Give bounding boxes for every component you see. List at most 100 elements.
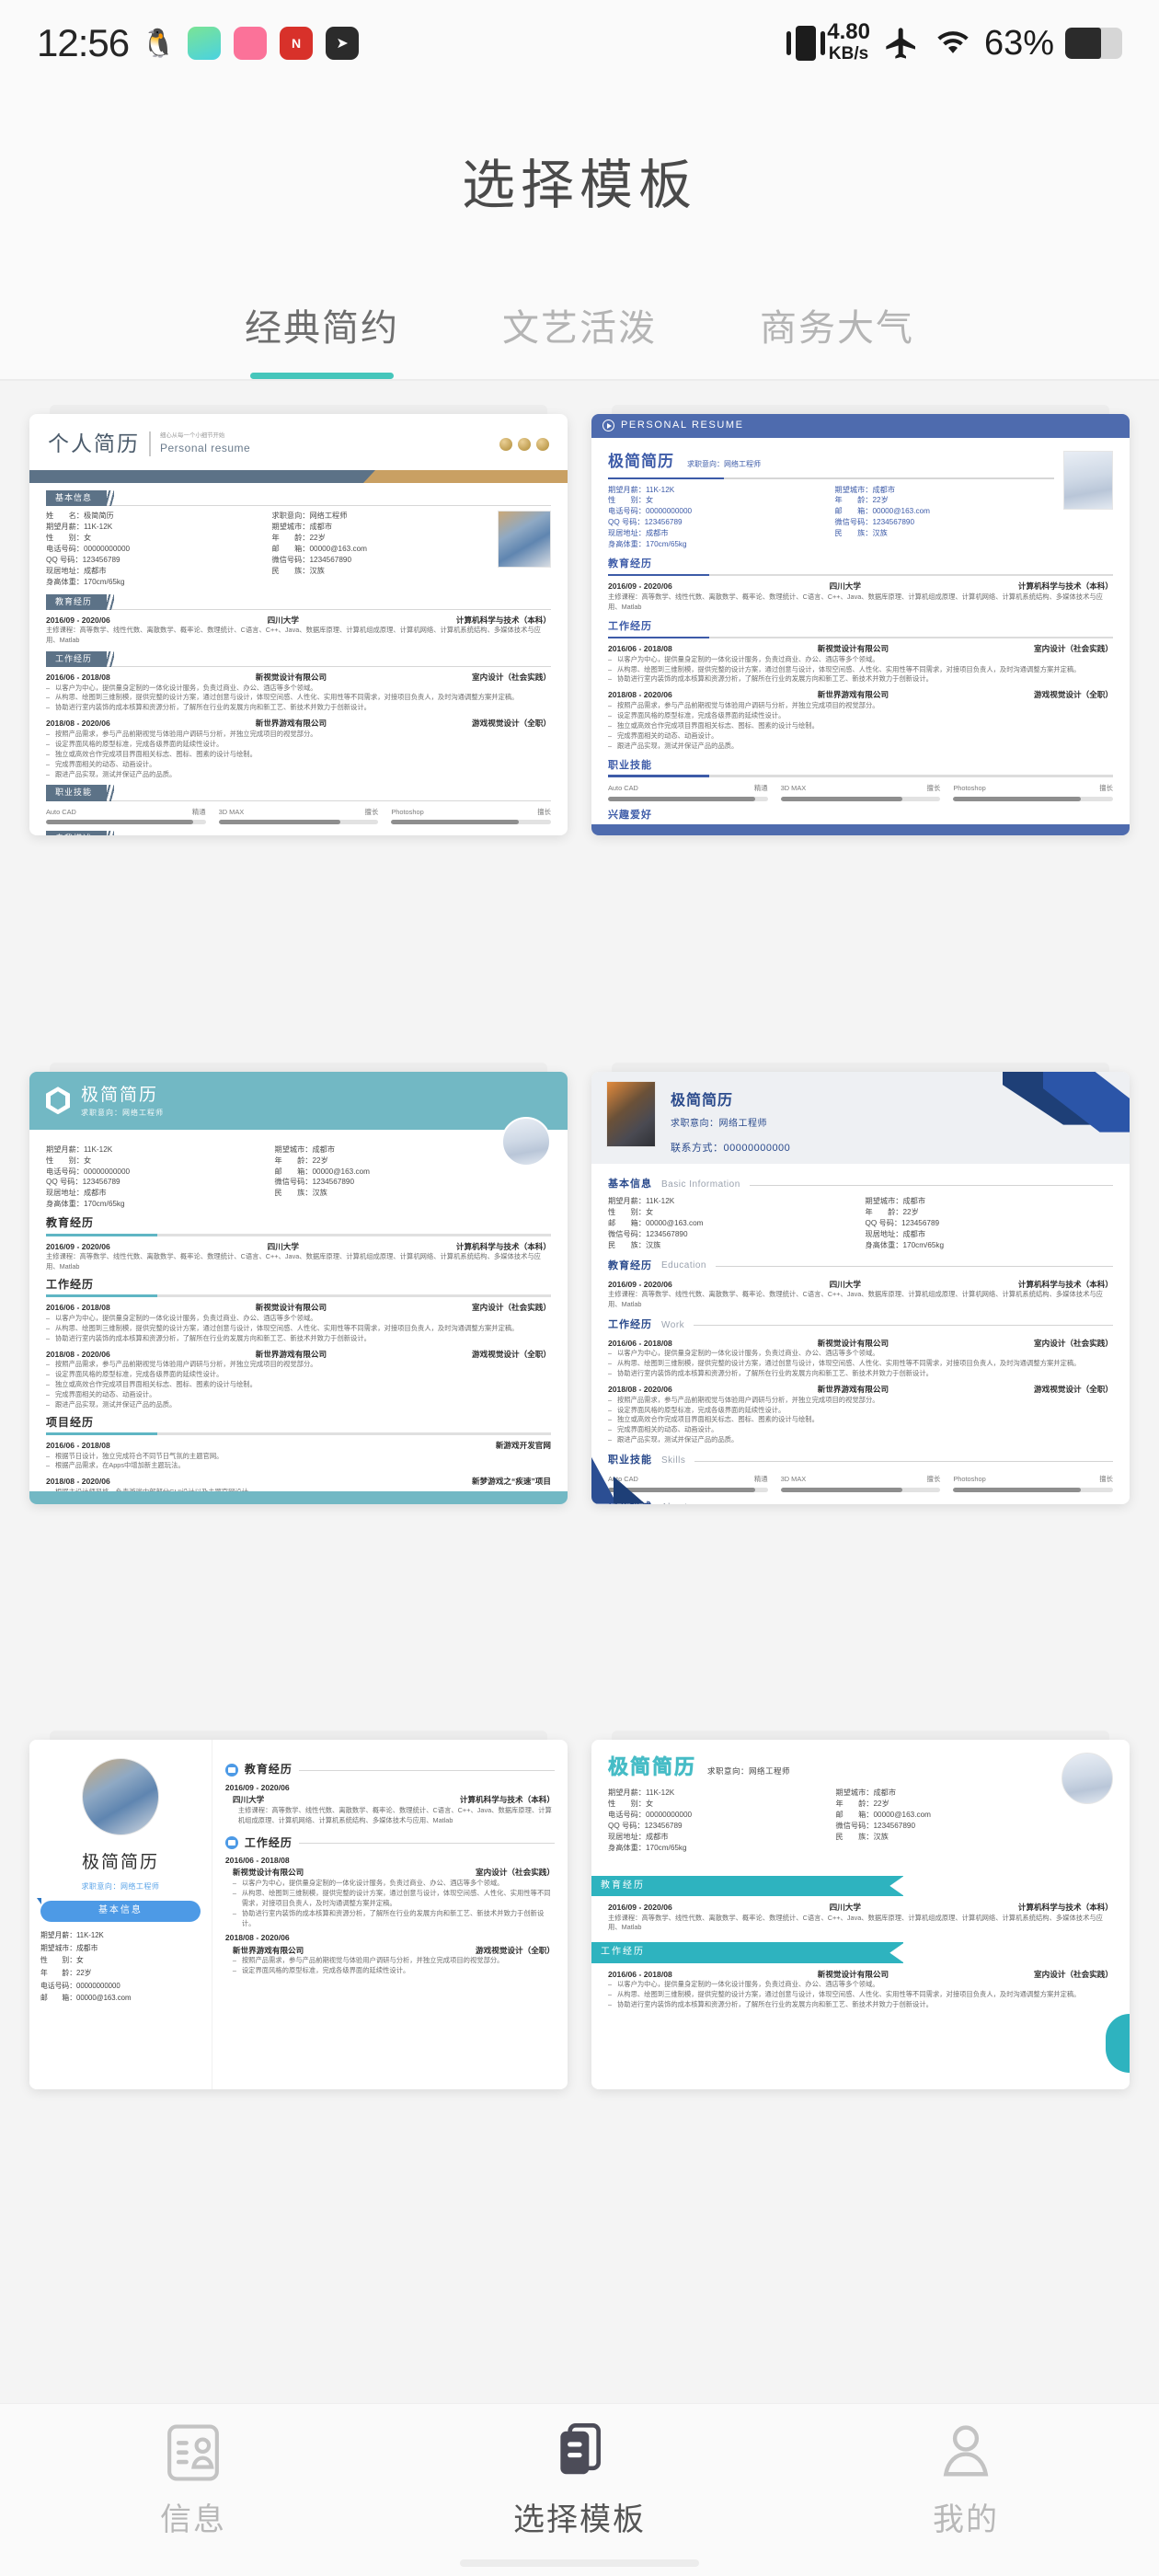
field-value-email: 00000@163.com — [873, 1811, 931, 1819]
education-school: 四川大学 — [267, 1241, 299, 1251]
work-row-1: 2016/06 - 2018/08 新视觉设计有限公司 室内设计（社会实践） — [46, 672, 551, 683]
avatar — [1063, 450, 1113, 510]
bilibili-icon — [234, 27, 268, 60]
t3-objective-value: 网络工程师 — [122, 1109, 164, 1118]
work-role-1: 室内设计（社会实践） — [472, 1303, 551, 1313]
work-bullet: 独立或高效合作完成项目界面相关标志、图标、图素的设计与绘制。 — [46, 750, 551, 760]
nav-label-info: 信息 — [160, 2502, 226, 2537]
field-value-nation: 汉族 — [872, 529, 888, 538]
work-date-2: 2018/08 - 2020/06 — [608, 1385, 672, 1395]
work-date-1: 2016/06 - 2018/08 — [608, 1338, 672, 1348]
template-card-teal-top[interactable]: 极简简历 求职意向：网络工程师 期望月薪：11K-12K 性 别：女 电话号码：… — [29, 1062, 568, 1711]
field-value-address: 成都市 — [83, 566, 107, 575]
skill-name: 3D MAX — [218, 807, 245, 816]
skill-level: 擅长 — [926, 1475, 941, 1484]
work-company-2: 新世界游戏有限公司 — [232, 1945, 304, 1955]
work-bullet: 完成界面相关的动态、动画设计。 — [46, 1390, 551, 1400]
work-row-2: 新世界游戏有限公司 游戏视觉设计（全职） — [225, 1945, 555, 1956]
field-value-gender: 女 — [83, 1156, 92, 1165]
templates-icon — [560, 2422, 601, 2475]
work-bullet: 独立或高效合作完成项目界面相关标志、图标、图素的设计与绘制。 — [608, 721, 1113, 731]
template-card-blue-sidebar[interactable]: 极简简历 求职意向：网络工程师 基本信息 期望月薪：11K-12K 期望城市：成… — [29, 1731, 568, 2296]
field-value-salary: 11K-12K — [645, 1197, 675, 1206]
field-label-gender: 性 别 — [608, 1800, 638, 1809]
field-value-gender: 女 — [645, 1208, 654, 1217]
field-label-body: 身高体重 — [608, 1843, 638, 1852]
education-date: 2016/09 - 2020/06 — [46, 615, 110, 625]
work-bullet: 从构思、绘图到三维制模，提供完整的设计方案，通过创意与设计，体现空间感、人性化、… — [608, 665, 1113, 675]
section-title-work: 工作经历 — [608, 1318, 652, 1330]
skill-name: Auto CAD — [46, 807, 76, 816]
field-label-wechat: 微信号码 — [835, 1821, 866, 1830]
network-speed-value: 4.80 — [827, 19, 870, 44]
t1-title: 个人简历 — [48, 431, 140, 455]
field-value-salary: 11K-12K — [645, 485, 675, 494]
t1-ribbon — [29, 470, 568, 484]
section-title-education-en: Education — [661, 1260, 706, 1271]
battery-percent: 63% — [983, 23, 1054, 63]
t3-section-project: 项目经历 — [46, 1415, 551, 1436]
t6-education: 2016/09 - 2020/06 四川大学 计算机科学与技术（本科） 主修课程… — [591, 1896, 1130, 1933]
t5-objective-value: 网络工程师 — [120, 1881, 160, 1891]
t1-section-about: 自我描述 — [46, 831, 115, 835]
status-clock: 12:56 — [37, 21, 130, 64]
mail-badge-icon — [518, 437, 531, 451]
info-card-icon — [167, 2424, 219, 2481]
work-company-2: 新世界游戏有限公司 — [255, 1349, 327, 1359]
project-name-1: 新游戏开发官网 — [495, 1441, 551, 1451]
section-title-hobby: 兴趣爱好 — [608, 809, 652, 821]
work-bullet: 跟进产品实现，测试并保证产品的品质。 — [608, 1435, 1113, 1445]
nav-item-templates[interactable]: 选择模板 — [488, 2421, 671, 2539]
field-label-phone: 电话号码 — [46, 545, 76, 554]
field-value-phone: 00000000000 — [75, 1981, 120, 1990]
skill-bar — [780, 796, 941, 801]
skill-level: 精通 — [753, 783, 768, 792]
education-major: 计算机科学与技术（本科） — [455, 1241, 551, 1251]
field-label-nation: 民 族 — [835, 1832, 866, 1841]
template-card-teal-ribbon[interactable]: 极简简历 求职意向：网络工程师 期望月薪：11K-12K 性 别：女 电话号码：… — [591, 1731, 1130, 2296]
nav-item-info[interactable]: 信息 — [101, 2421, 285, 2539]
field-value-phone: 00000000000 — [83, 545, 131, 554]
arc-decoration — [1106, 2014, 1130, 2074]
work-company-2: 新世界游戏有限公司 — [255, 719, 327, 729]
work-bullet: 协助进行室内装饰的成本核算和资源分析，了解所在行业的发展方向和新工艺、新技术并致… — [608, 1369, 1113, 1379]
tab-business[interactable]: 商务大气 — [760, 308, 914, 349]
t4-header: 极简简历 求职意向：网络工程师 联系方式：00000000000 — [591, 1071, 1130, 1165]
field-label-qq: QQ 号码 — [608, 518, 637, 527]
t6-brand: 极简简历 — [608, 1755, 697, 1779]
tab-classic[interactable]: 经典简约 — [245, 298, 399, 379]
nav-item-profile[interactable]: 我的 — [874, 2421, 1058, 2539]
education-major: 计算机科学与技术（本科） — [1017, 1903, 1113, 1913]
field-label-email: 邮 箱 — [834, 507, 866, 516]
section-title-about-en: About me — [661, 1501, 705, 1504]
t4-section-work: 工作经历 Work — [608, 1318, 1113, 1333]
education-row: 四川大学 计算机科学与技术（本科） — [225, 1794, 555, 1805]
skill-bar — [953, 1487, 1114, 1492]
field-label-wechat: 微信号码 — [271, 555, 303, 564]
work-row-2: 2018/08 - 2020/06 新世界游戏有限公司 游戏视觉设计（全职） — [46, 1349, 551, 1360]
field-label-city: 期望城市 — [865, 1197, 896, 1206]
field-label-salary: 期望月薪 — [608, 1197, 638, 1206]
t1-basic-col-1: 姓 名：极简简历 期望月薪：11K-12K 性 别：女 电话号码：0000000… — [46, 512, 131, 586]
t1-header: 个人简历 细心从每一个小细节开始 Personal resume — [29, 414, 568, 466]
t5-brand: 极简简历 — [81, 1853, 159, 1873]
work-row-1: 2016/06 - 2018/08 新视觉设计有限公司 室内设计（社会实践） — [608, 1338, 1113, 1349]
field-value-address: 成都市 — [645, 529, 669, 538]
field-label-email: 邮 箱 — [274, 1167, 305, 1176]
template-card-blue-bar[interactable]: PERSONAL RESUME 极简简历 求职意向：网络工程师 期望月薪：11K… — [591, 405, 1130, 1042]
skill-item: 3D MAX 擅长 — [780, 784, 941, 801]
project-bullet: 根据产品需求，在Apps中增加新主题玩法。 — [46, 1461, 551, 1471]
section-title-education: 教育经历 — [608, 558, 652, 569]
t2-section-work: 工作经历 — [608, 620, 1113, 639]
template-card-navy-chevron[interactable]: 极简简历 求职意向：网络工程师 联系方式：00000000000 基本信息 Ba… — [591, 1062, 1130, 1711]
skill-name: Photoshop — [953, 1475, 986, 1484]
field-label-wechat: 微信号码 — [608, 1229, 638, 1238]
template-card-classic-gold[interactable]: 个人简历 细心从每一个小细节开始 Personal resume 基本信息 姓 — [29, 405, 568, 1042]
field-label-age: 年 龄 — [865, 1208, 896, 1217]
field-label-wechat: 微信号码 — [834, 518, 866, 527]
section-title-skills: 职业技能 — [608, 1455, 652, 1466]
field-label-nation: 民 族 — [274, 1189, 305, 1198]
t2-objective-value: 网络工程师 — [724, 459, 761, 468]
education-icon — [224, 1764, 238, 1777]
tab-artistic[interactable]: 文艺活泼 — [502, 308, 657, 349]
